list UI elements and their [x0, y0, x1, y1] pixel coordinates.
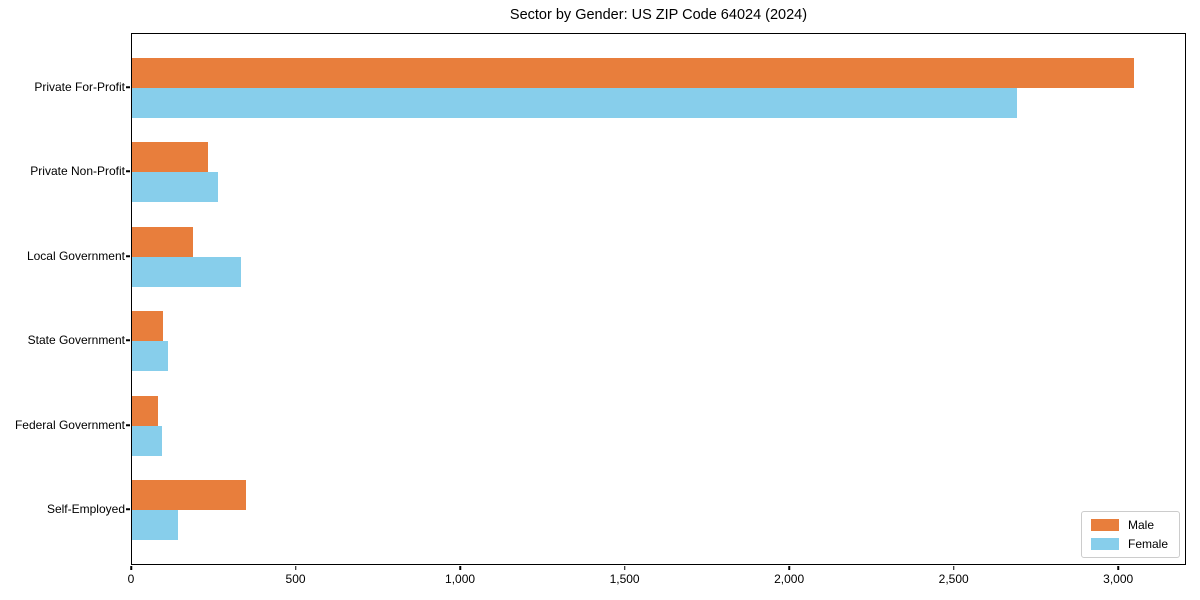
legend-label-male: Male — [1127, 518, 1154, 532]
y-tick-label-2: Local Government — [26, 249, 125, 263]
x-tick-label-6: 3,000 — [1103, 572, 1134, 586]
bar-male-2 — [132, 227, 193, 257]
x-tick — [1117, 566, 1119, 570]
y-tick-label-5: Self-Employed — [46, 502, 125, 516]
bar-male-0 — [132, 58, 1134, 88]
plot-area: Male Female — [131, 33, 1186, 565]
legend-item-female: Female — [1090, 537, 1168, 551]
x-tick-label-3: 1,500 — [609, 572, 640, 586]
bar-male-5 — [132, 480, 246, 510]
bar-male-3 — [132, 311, 163, 341]
bar-female-2 — [132, 257, 241, 287]
y-tick — [126, 86, 130, 88]
bar-female-4 — [132, 426, 162, 456]
y-tick — [126, 339, 130, 341]
x-tick-label-1: 500 — [285, 572, 306, 586]
x-tick-label-5: 2,500 — [938, 572, 969, 586]
bar-female-5 — [132, 510, 178, 540]
x-tick — [788, 566, 790, 570]
female-series-swatch — [1090, 538, 1119, 550]
x-tick-label-4: 2,000 — [774, 572, 805, 586]
bar-female-3 — [132, 341, 168, 371]
y-tick — [126, 255, 130, 257]
y-tick-label-0: Private For-Profit — [34, 80, 125, 94]
y-tick — [126, 508, 130, 510]
x-tick — [459, 566, 461, 570]
chart-title: Sector by Gender: US ZIP Code 64024 (202… — [509, 7, 808, 23]
legend: Male Female — [1080, 511, 1180, 558]
bar-male-4 — [132, 396, 158, 426]
bar-female-0 — [132, 88, 1017, 118]
y-tick — [126, 170, 130, 172]
x-tick — [623, 566, 626, 570]
x-tick-label-0: 0 — [127, 572, 135, 586]
x-tick-label-2: 1,000 — [445, 572, 476, 586]
legend-item-male: Male — [1090, 518, 1168, 532]
x-tick — [294, 566, 297, 570]
male-series-swatch — [1090, 519, 1119, 531]
x-tick — [952, 566, 955, 570]
y-tick-label-1: Private Non-Profit — [30, 164, 125, 178]
bar-female-1 — [132, 172, 218, 202]
y-tick — [126, 424, 130, 426]
bar-male-1 — [132, 142, 208, 172]
x-tick — [130, 566, 132, 570]
y-tick-label-4: Federal Government — [14, 418, 125, 432]
legend-label-female: Female — [1127, 537, 1168, 551]
y-tick-label-3: State Government — [27, 333, 125, 347]
